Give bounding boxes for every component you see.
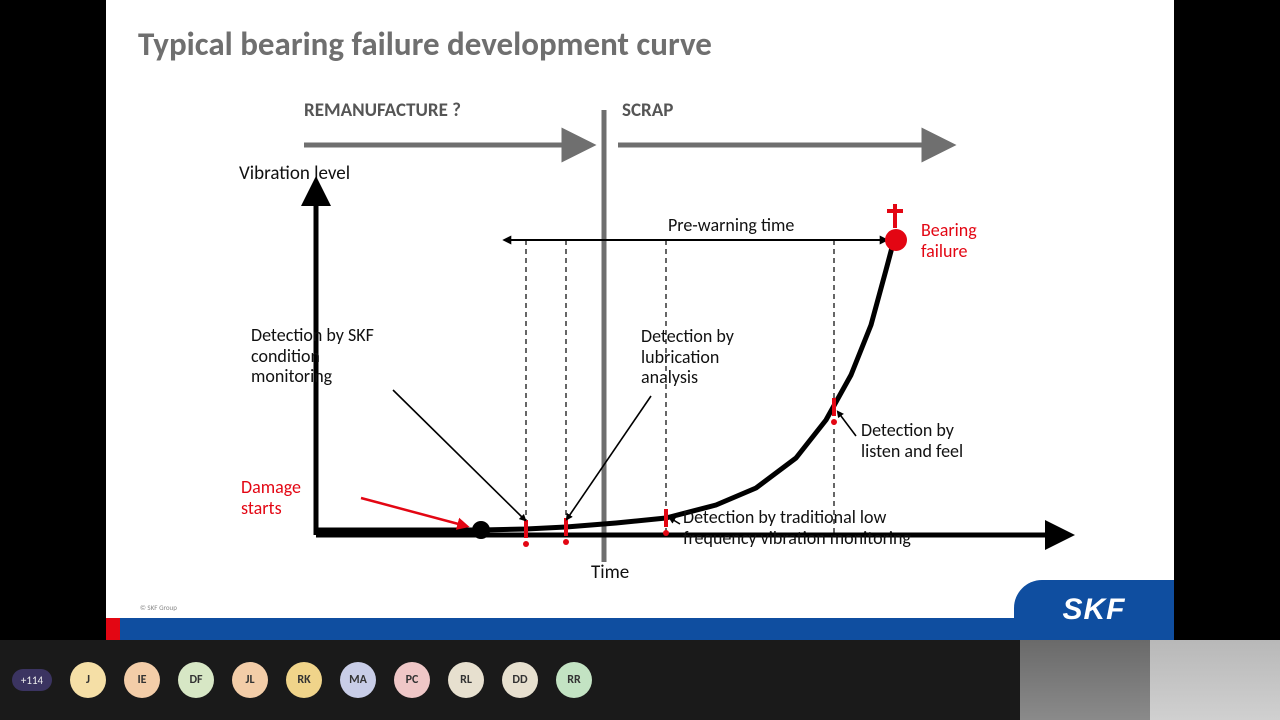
copyright: © SKF Group [140,603,177,612]
participant-avatar[interactable]: RL [448,662,484,698]
bearing-failure-label: Bearing failure [921,220,977,261]
participant-avatar[interactable]: DF [178,662,214,698]
lubrication-label: Detection by lubrication analysis [641,326,734,388]
damage-starts-label: Damage starts [241,477,301,518]
stage: Typical bearing failure development curv… [0,0,1280,720]
brand-badge: SKF [1014,580,1174,640]
avatar-row: J IE DF JL RK MA PC RL DD RR [70,662,592,698]
failure-curve-chart: Pre-warning time Damage starts Detection… [196,100,1096,610]
participant-overflow[interactable]: +114 [12,669,52,691]
participant-avatar[interactable]: PC [394,662,430,698]
brand-name: SKF [1063,593,1126,627]
camera-tiles [1020,640,1280,720]
camera-tile[interactable] [1150,640,1280,720]
participant-avatar[interactable]: DD [502,662,538,698]
brand-accent [106,618,120,640]
listen-feel-label: Detection by listen and feel [861,420,963,461]
slide-title: Typical bearing failure development curv… [138,24,712,64]
participant-avatar[interactable]: J [70,662,106,698]
skf-detect-label: Detection by SKF condition monitoring [251,325,374,387]
participant-avatar[interactable]: RR [556,662,592,698]
slide: Typical bearing failure development curv… [106,0,1174,640]
participant-avatar[interactable]: IE [124,662,160,698]
camera-tile[interactable] [1020,640,1150,720]
traditional-label: Detection by traditional low frequency v… [683,507,911,548]
participant-avatar[interactable]: JL [232,662,268,698]
prewarning-label: Pre-warning time [668,215,794,236]
x-axis-label: Time [591,562,629,584]
participant-avatar[interactable]: RK [286,662,322,698]
participant-avatar[interactable]: MA [340,662,376,698]
participants-bar: +114 J IE DF JL RK MA PC RL DD RR [0,640,1280,720]
